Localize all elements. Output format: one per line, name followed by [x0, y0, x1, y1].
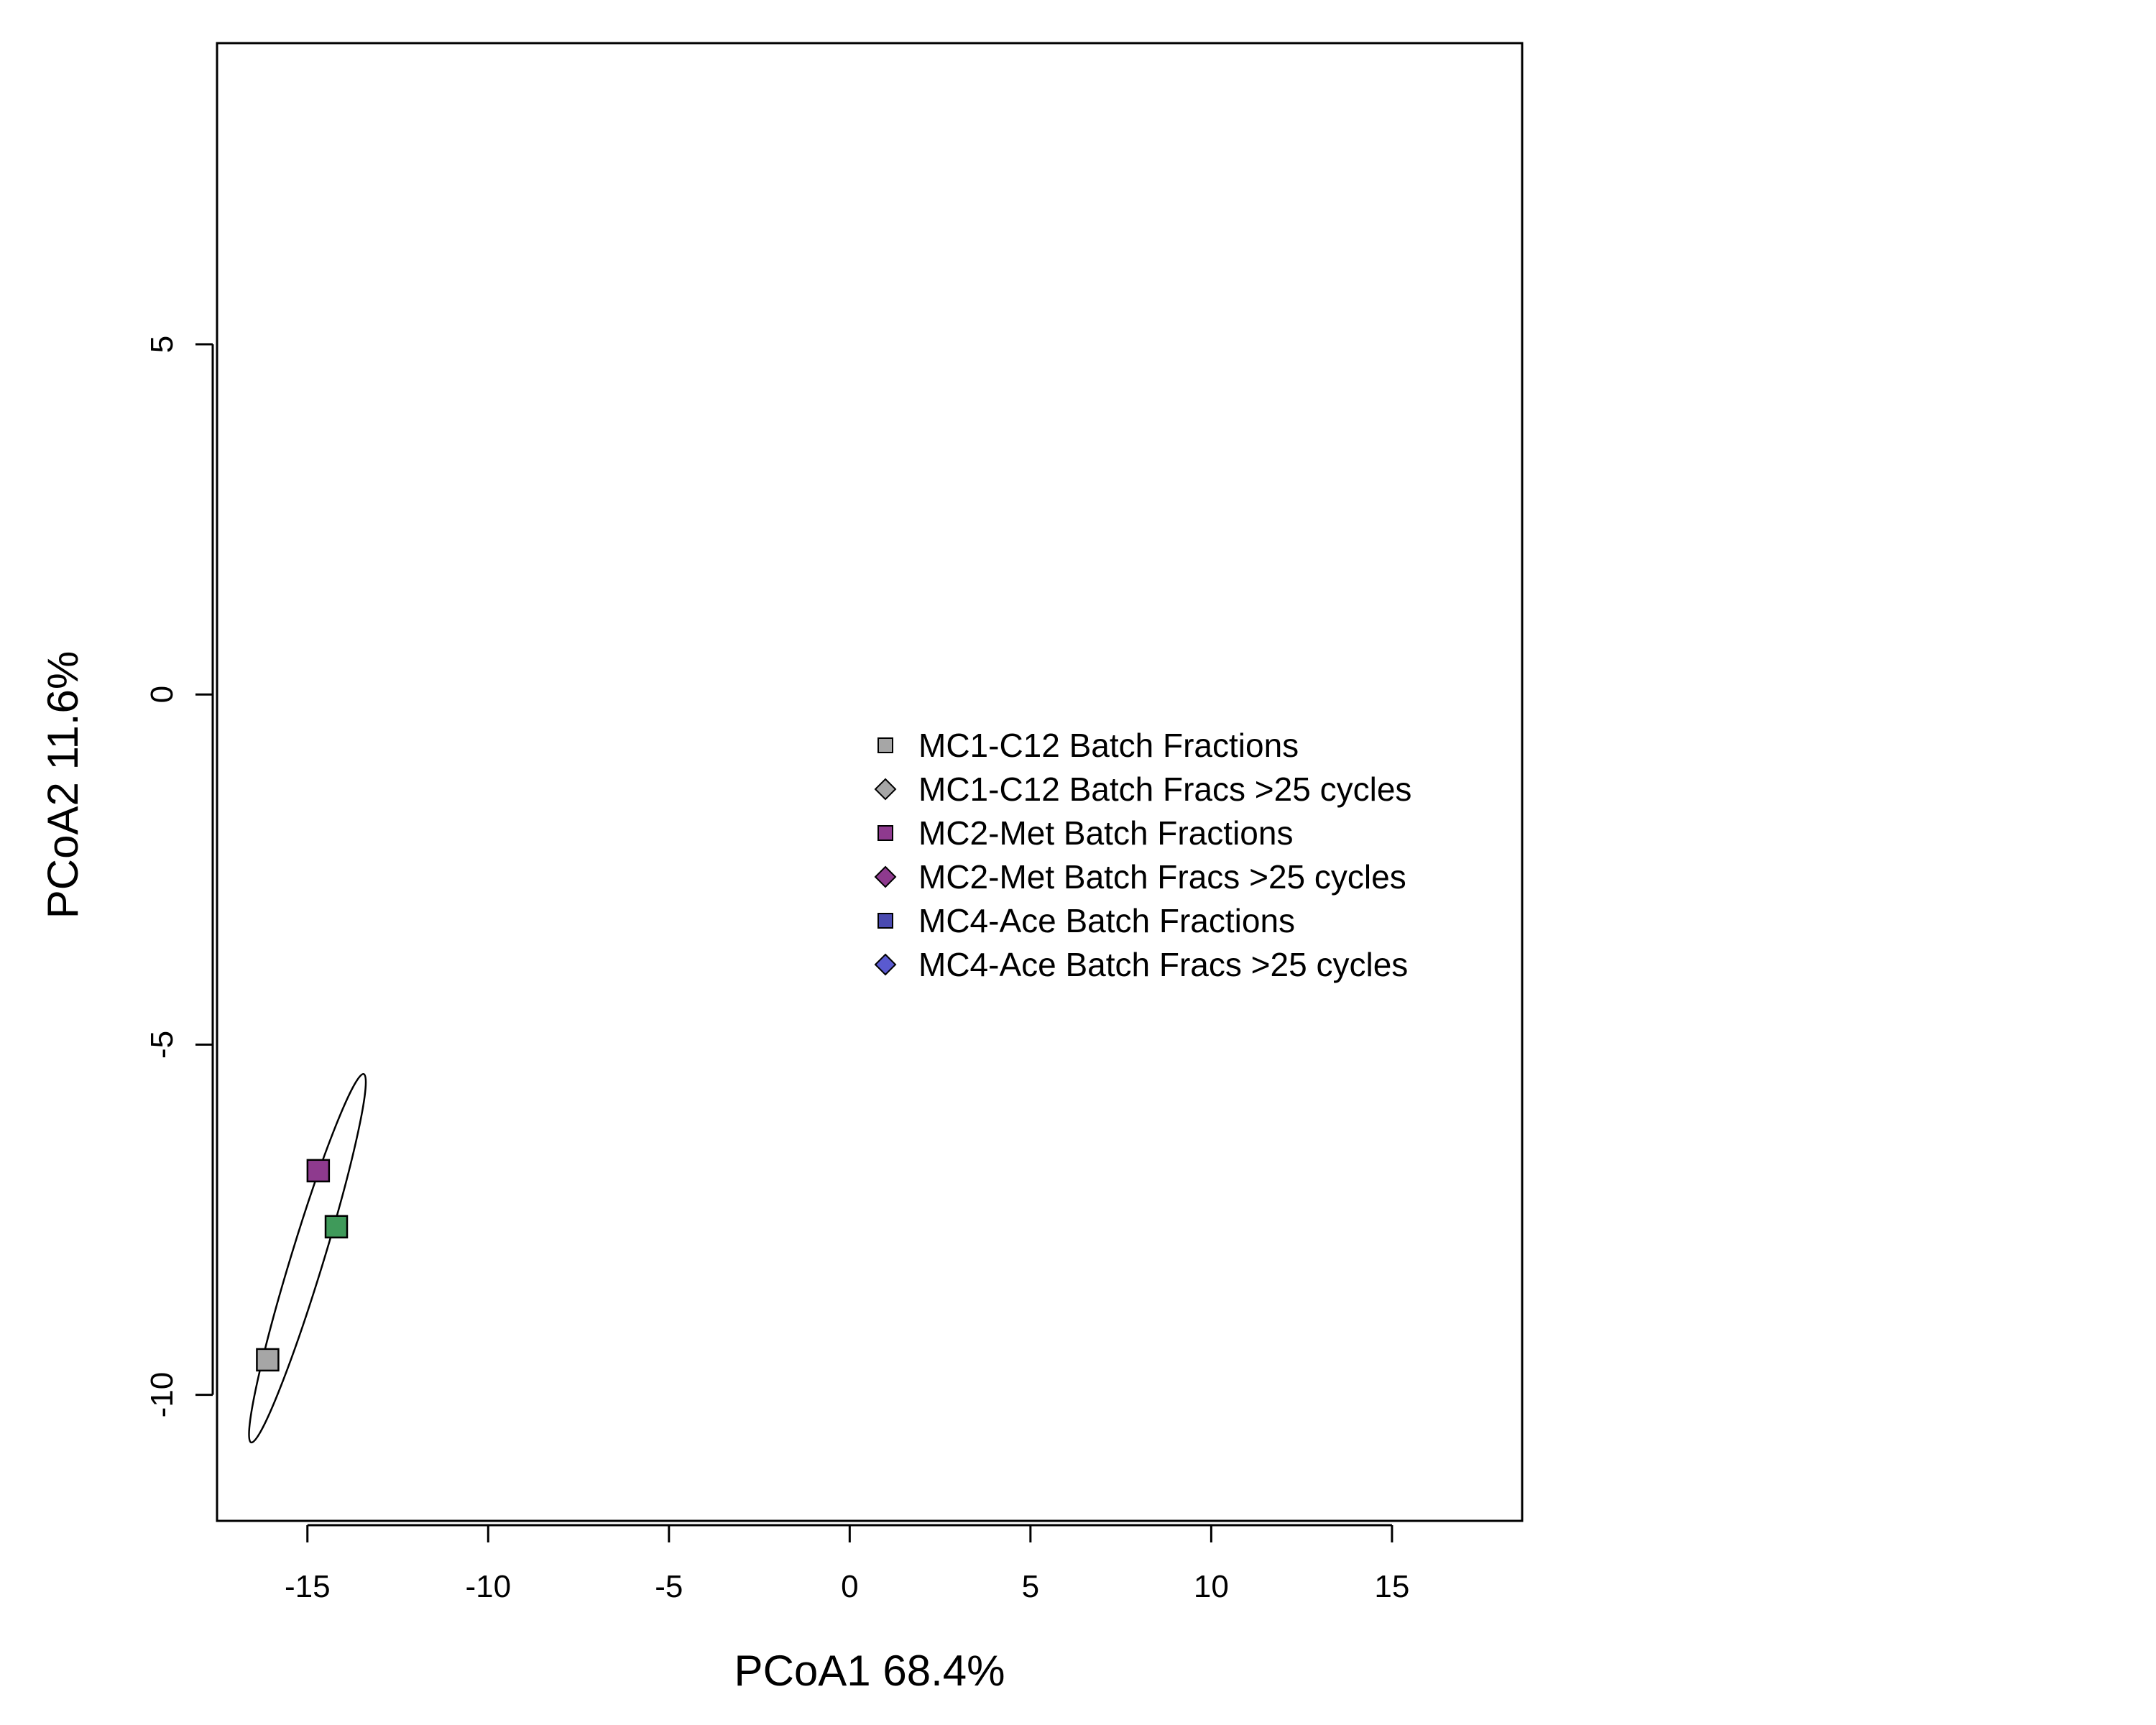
legend-marker-square [877, 913, 893, 929]
legend: MC1-C12 Batch Fractions MC1-C12 Batch Fra… [874, 727, 1411, 983]
x-axis-title: PCoA1 68.4% [734, 1647, 1005, 1695]
legend-marker-square [877, 825, 893, 841]
y-tick-label: -10 [144, 1372, 180, 1418]
y-tick-label: -5 [144, 1031, 180, 1059]
legend-label: MC4-Ace Batch Fracs >25 cycles [918, 946, 1408, 983]
x-axis: -15 -10 -5 0 5 10 15 [285, 1524, 1409, 1604]
data-point [256, 1348, 280, 1372]
plot-area [248, 1073, 367, 1444]
legend-marker-diamond [874, 865, 897, 888]
x-tick-label: 15 [1374, 1569, 1409, 1604]
confidence-ellipse [248, 1073, 367, 1444]
legend-marker-square [877, 737, 893, 753]
y-axis-title: PCoA2 11.6% [39, 651, 87, 919]
x-tick-label: 5 [1022, 1569, 1039, 1604]
legend-label: MC4-Ace Batch Fractions [918, 902, 1295, 939]
x-tick-label: 10 [1194, 1569, 1229, 1604]
y-tick-label: 0 [144, 686, 180, 703]
x-tick-label: -5 [655, 1569, 683, 1604]
legend-marker-diamond [874, 953, 897, 976]
x-tick-label: -15 [285, 1569, 331, 1604]
legend-label: MC1-C12 Batch Fractions [918, 727, 1299, 764]
legend-marker-diamond [874, 778, 897, 801]
plot-frame [216, 42, 1524, 1522]
legend-label: MC2-Met Batch Fractions [918, 814, 1293, 852]
legend-label: MC2-Met Batch Fracs >25 cycles [918, 858, 1406, 896]
x-tick-label: -10 [465, 1569, 511, 1604]
data-point [324, 1215, 349, 1238]
x-tick-label: 0 [841, 1569, 858, 1604]
legend-label: MC1-C12 Batch Fracs >25 cycles [918, 770, 1411, 808]
y-tick-label: 5 [144, 336, 180, 353]
data-point [306, 1159, 331, 1183]
y-axis: -10 -5 0 5 [144, 336, 214, 1418]
